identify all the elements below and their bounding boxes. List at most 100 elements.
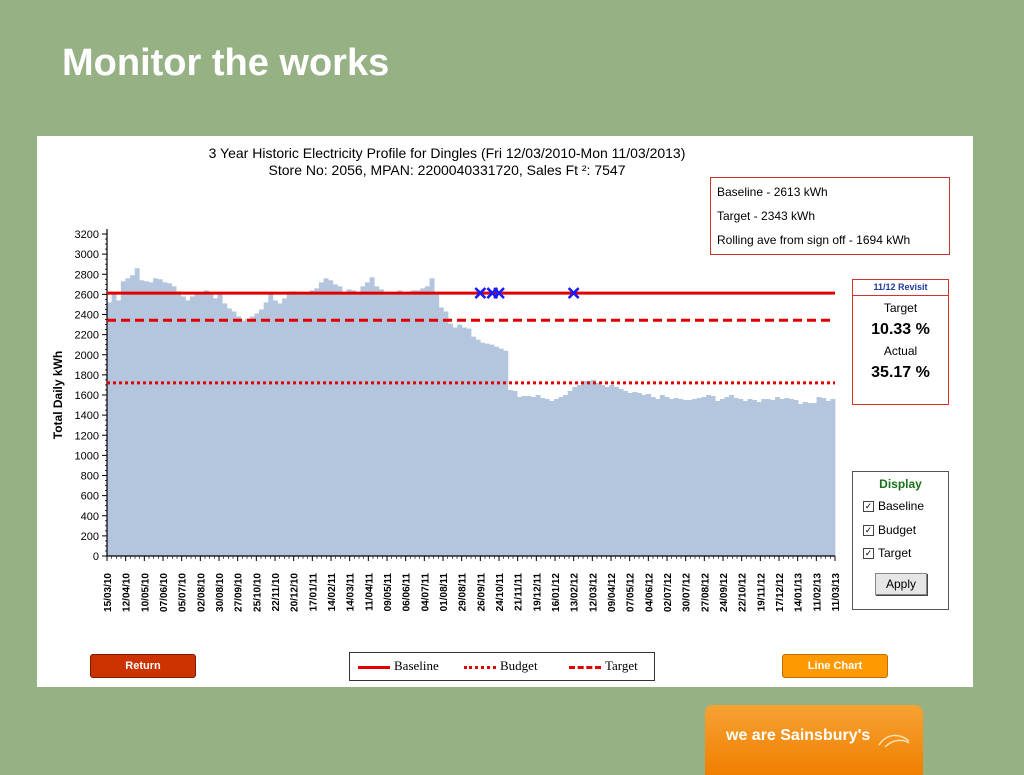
bar	[825, 401, 831, 556]
bar	[521, 396, 527, 556]
apply-button[interactable]: Apply	[875, 573, 927, 595]
bar	[162, 282, 168, 556]
logo-text: we are Sainsbury's	[726, 727, 871, 744]
bar	[466, 328, 472, 556]
target-checkbox[interactable]: ✓	[863, 548, 874, 560]
bar	[300, 294, 306, 557]
bar	[438, 307, 444, 556]
heart-swirl-icon	[878, 734, 910, 748]
bar	[756, 402, 762, 556]
bar	[553, 399, 559, 556]
x-tick-label: 15/03/10	[103, 573, 114, 612]
display-option-budget[interactable]: ✓ Budget	[863, 523, 916, 537]
bar	[761, 399, 767, 556]
y-tick-label: 3200	[75, 229, 99, 241]
marker-stroke	[567, 287, 580, 299]
bar	[208, 292, 214, 556]
bar	[443, 311, 449, 556]
y-tick-label: 2600	[75, 289, 99, 301]
bar	[650, 397, 656, 556]
bar	[503, 350, 509, 556]
bar	[798, 404, 804, 556]
bar	[328, 280, 334, 556]
x-tick-label: 24/09/12	[719, 573, 730, 612]
return-button[interactable]: Return	[90, 654, 196, 678]
bar	[567, 390, 573, 556]
bar	[623, 390, 629, 556]
bar	[272, 300, 278, 556]
chart-subtitle: Store No: 2056, MPAN: 2200040331720, Sal…	[268, 162, 626, 178]
bar	[134, 268, 140, 556]
bar	[305, 293, 311, 556]
y-tick-label: 2200	[75, 330, 99, 342]
baseline-checkbox[interactable]: ✓	[863, 501, 874, 513]
bar	[125, 278, 131, 556]
bar	[360, 286, 366, 556]
bar	[461, 327, 467, 556]
revisit-actual-value: 35.17 %	[871, 364, 930, 381]
y-tick-label: 3000	[75, 249, 99, 261]
bar	[494, 346, 500, 556]
bar	[452, 327, 458, 556]
x-tick-label: 04/07/11	[420, 573, 431, 612]
target-option-label: Target	[878, 546, 912, 560]
legend-baseline-swatch	[358, 665, 390, 669]
bar	[613, 386, 619, 556]
display-panel: Display ✓ Baseline ✓ Budget ✓ Target Apply	[852, 471, 949, 610]
bar	[816, 397, 822, 556]
bar	[535, 395, 541, 556]
info-baseline: Baseline - 2613 kWh	[717, 185, 828, 199]
marker-stroke	[493, 287, 505, 299]
bar	[738, 399, 744, 556]
bar	[595, 382, 601, 556]
bar	[411, 290, 417, 556]
bar	[475, 339, 481, 556]
display-option-target[interactable]: ✓ Target	[863, 546, 911, 560]
baseline-option-label: Baseline	[878, 499, 925, 513]
bar	[388, 294, 394, 557]
bar	[153, 278, 159, 556]
x-tick-label: 30/08/10	[215, 573, 226, 612]
bar	[793, 400, 799, 556]
revisit-box: 11/12 Revisit Target 10.33 % Actual 35.1…	[852, 279, 949, 405]
y-tick-label: 0	[93, 551, 99, 563]
bar	[733, 398, 739, 556]
bar	[664, 397, 670, 556]
sainsburys-logo: we are Sainsbury's	[705, 705, 923, 775]
x-tick-label: 29/08/11	[458, 573, 469, 612]
y-tick-label: 800	[81, 471, 99, 483]
bar	[618, 388, 624, 556]
chart-legend: Baseline Budget Target	[349, 652, 655, 681]
budget-option-label: Budget	[878, 523, 917, 537]
marker-stroke	[474, 287, 487, 299]
budget-checkbox[interactable]: ✓	[863, 525, 874, 537]
bar	[729, 395, 735, 556]
bar	[346, 289, 352, 556]
y-tick-label: 2400	[75, 310, 99, 322]
bar	[788, 399, 794, 556]
chart-svg: 0 200 400 600 800 1000 1200 1400 1600 1800 2000 220…	[51, 229, 842, 612]
bar	[641, 395, 647, 556]
bar	[309, 290, 315, 556]
x-tick-label: 22/10/12	[738, 573, 749, 612]
y-tick-label: 1000	[75, 450, 99, 462]
x-tick-label: 07/06/10	[159, 573, 170, 612]
bar	[355, 292, 361, 556]
bar	[263, 302, 269, 556]
bar	[249, 316, 255, 556]
y-tick-label: 200	[81, 531, 99, 543]
x-tick-label: 27/09/10	[234, 573, 245, 612]
x-tick-label: 14/01/13	[794, 573, 805, 612]
bar	[291, 291, 297, 556]
bar	[148, 282, 154, 556]
x-tick-label: 14/03/11	[346, 573, 357, 612]
bar	[226, 308, 232, 556]
revisit-target-value: 10.33 %	[871, 321, 930, 338]
x-tick-label: 14/02/11	[327, 573, 338, 612]
bar	[130, 275, 136, 556]
bar	[254, 313, 260, 556]
display-option-baseline[interactable]: ✓ Baseline	[863, 499, 924, 513]
line-chart-button[interactable]: Line Chart	[782, 654, 888, 678]
bar	[194, 293, 200, 556]
bar	[120, 281, 126, 556]
